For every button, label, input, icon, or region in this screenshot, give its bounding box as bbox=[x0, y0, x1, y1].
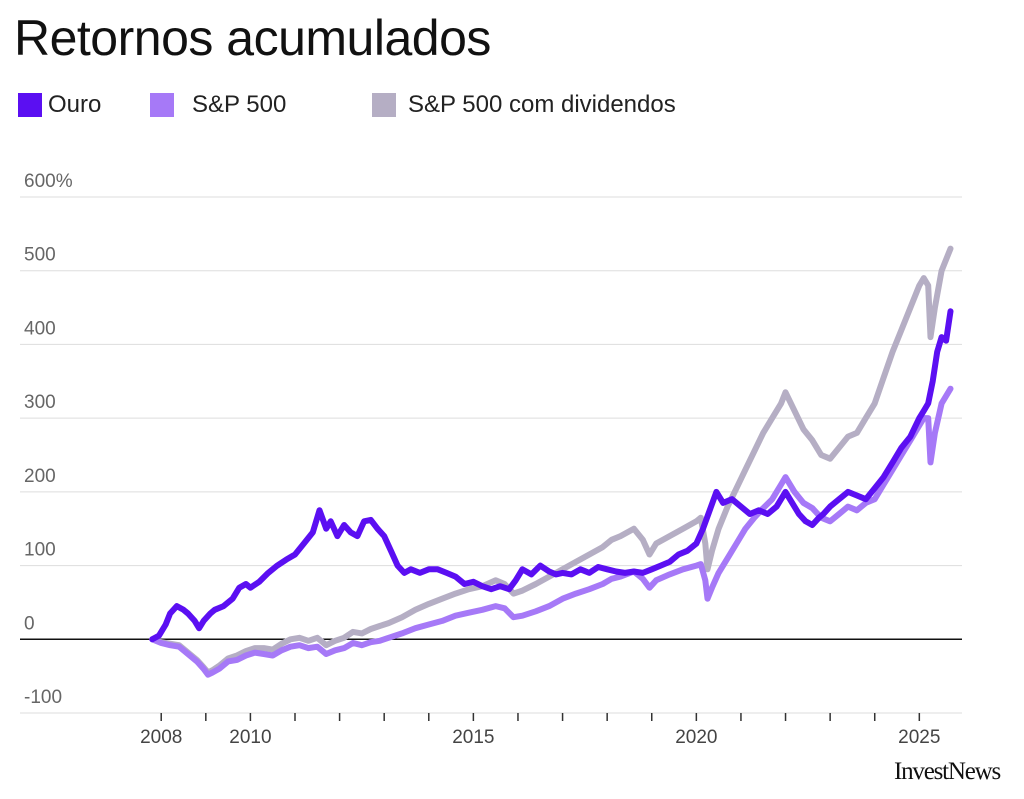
legend-swatch-sp500-dividendos bbox=[372, 93, 396, 117]
y-axis-ticks: 600% 500 400 300 200 100 0 -100 bbox=[24, 171, 73, 708]
chart-legend: Ouro S&P 500 S&P 500 com dividendos bbox=[18, 88, 818, 122]
brand-logo-text: InvestNews bbox=[893, 758, 1001, 785]
chart-title: Retornos acumulados bbox=[14, 10, 491, 66]
legend-label-sp500: S&P 500 bbox=[192, 91, 287, 118]
legend-item-sp500: S&P 500 bbox=[150, 88, 286, 122]
y-tick-label: 600% bbox=[24, 171, 73, 192]
series-line-ouro bbox=[149, 308, 954, 643]
legend-label-ouro: Ouro bbox=[48, 91, 102, 118]
y-tick-label: 500 bbox=[24, 245, 56, 266]
x-tick-label: 2015 bbox=[452, 727, 494, 748]
y-tick-label: 400 bbox=[24, 318, 56, 339]
y-tick-label: 200 bbox=[24, 466, 56, 487]
x-tick-label: 2025 bbox=[898, 727, 940, 748]
x-axis-ticks: 2008 2010 2015 2020 2025 bbox=[140, 713, 940, 748]
y-tick-label: 100 bbox=[24, 540, 56, 561]
series-lines bbox=[149, 245, 954, 678]
grid-lines bbox=[20, 196, 962, 714]
series-line-sp500-dividendos bbox=[149, 245, 954, 676]
y-tick-label: -100 bbox=[24, 687, 62, 708]
legend-item-ouro: Ouro bbox=[18, 88, 101, 122]
x-tick-label: 2020 bbox=[675, 727, 717, 748]
x-tick-label: 2008 bbox=[140, 727, 182, 748]
series-line-sp500 bbox=[149, 385, 954, 678]
legend-item-sp500-dividendos: S&P 500 com dividendos bbox=[372, 88, 676, 122]
y-tick-label: 0 bbox=[24, 613, 35, 634]
legend-swatch-ouro bbox=[18, 93, 42, 117]
legend-label-sp500-dividendos: S&P 500 com dividendos bbox=[408, 91, 676, 118]
legend-swatch-sp500 bbox=[150, 93, 174, 117]
y-tick-label: 300 bbox=[24, 392, 56, 413]
x-tick-label: 2010 bbox=[229, 727, 271, 748]
